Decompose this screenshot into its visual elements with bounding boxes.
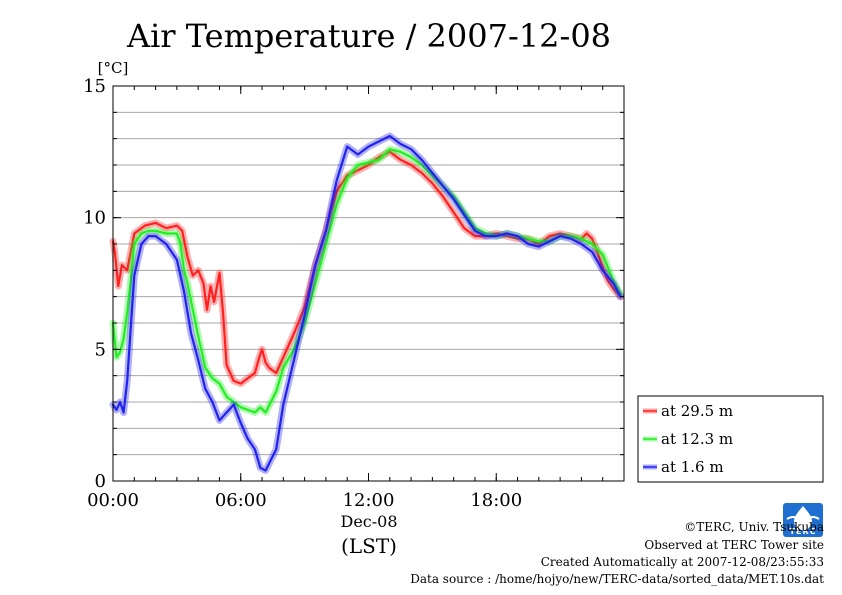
legend-label: at 12.3 m bbox=[661, 430, 733, 448]
chart-title: Air Temperature / 2007-12-08 bbox=[126, 17, 611, 55]
x-tick-label: 00:00 bbox=[87, 490, 139, 511]
legend-label: at 29.5 m bbox=[661, 402, 733, 420]
legend-box bbox=[637, 395, 824, 483]
series-band-1 bbox=[109, 145, 624, 416]
created-text: Created Automatically at 2007-12-08/23:5… bbox=[540, 555, 824, 569]
y-tick-label: 15 bbox=[83, 76, 106, 97]
x-axis-label: (LST) bbox=[341, 534, 397, 558]
legend-label: at 1.6 m bbox=[661, 458, 724, 476]
terc-logo-text: TERC bbox=[789, 527, 817, 536]
source-text: Data source : /home/hojyo/new/TERC-data/… bbox=[410, 572, 824, 586]
series-band-2 bbox=[109, 132, 624, 474]
y-axis-unit-label: [°C] bbox=[98, 59, 129, 77]
x-tick-label: 12:00 bbox=[343, 490, 395, 511]
legend: at 29.5 m at 12.3 m at 1.6 m bbox=[643, 402, 733, 476]
y-tick-label: 10 bbox=[83, 208, 106, 229]
x-axis-date-label: Dec-08 bbox=[340, 512, 397, 531]
observed-text: Observed at TERC Tower site bbox=[644, 538, 824, 552]
grid-lines bbox=[113, 111, 624, 456]
x-tick-label: 18:00 bbox=[470, 490, 522, 511]
series-band-0 bbox=[109, 148, 624, 388]
series-line-2 bbox=[111, 134, 622, 472]
x-tick-label: 06:00 bbox=[215, 490, 267, 511]
axis-ticks: 0 5 10 15 00:00 06:00 12:00 18:00 bbox=[83, 76, 624, 511]
terc-logo-icon bbox=[783, 503, 823, 537]
series-lines bbox=[109, 132, 624, 474]
y-tick-label: 0 bbox=[95, 471, 106, 492]
y-tick-label: 5 bbox=[95, 339, 106, 360]
copyright-text: ©TERC, Univ. Tsukuba bbox=[684, 520, 824, 534]
